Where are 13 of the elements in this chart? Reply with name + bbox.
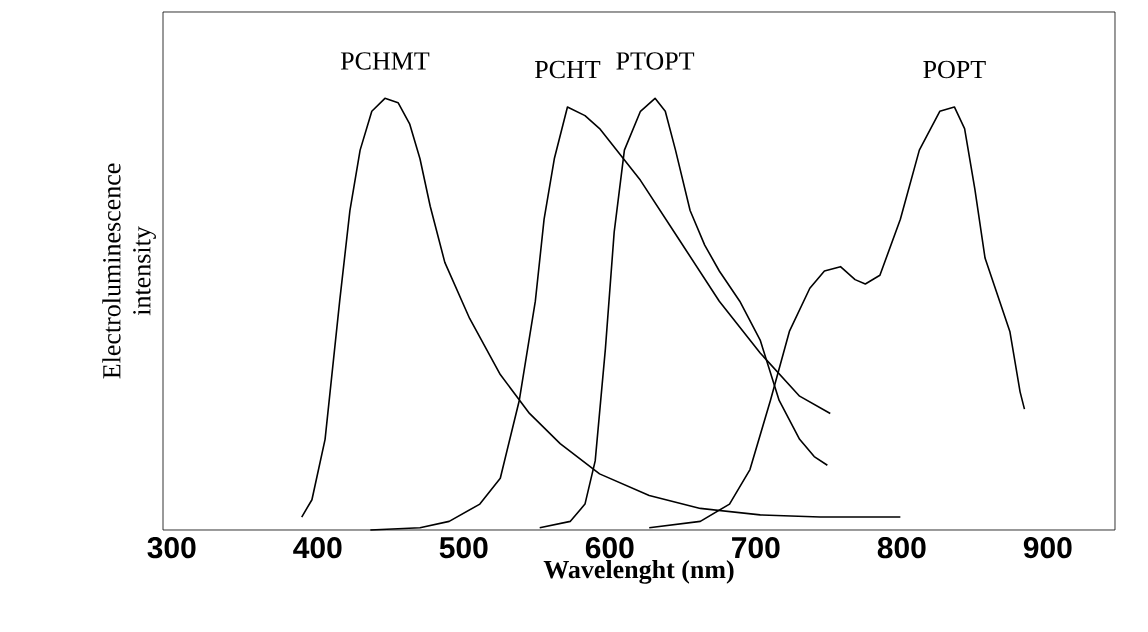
y-axis-title: Electroluminescence intensity [102,163,156,379]
series-label: POPT [923,60,986,79]
x-tick-label: 600 [585,537,634,559]
series-label: PTOPT [616,52,695,70]
series-label: PCHT [534,60,601,79]
x-tick-label: 500 [439,537,488,559]
series-label: PCHMT [340,52,430,70]
x-tick-label: 800 [877,537,926,559]
x-tick-label: 300 [147,537,196,559]
x-axis-title: Wavelenght (nm) [543,560,734,584]
x-tick-label: 900 [1023,537,1072,559]
x-tick-label: 700 [732,537,780,559]
x-tick-label: 400 [293,537,342,559]
